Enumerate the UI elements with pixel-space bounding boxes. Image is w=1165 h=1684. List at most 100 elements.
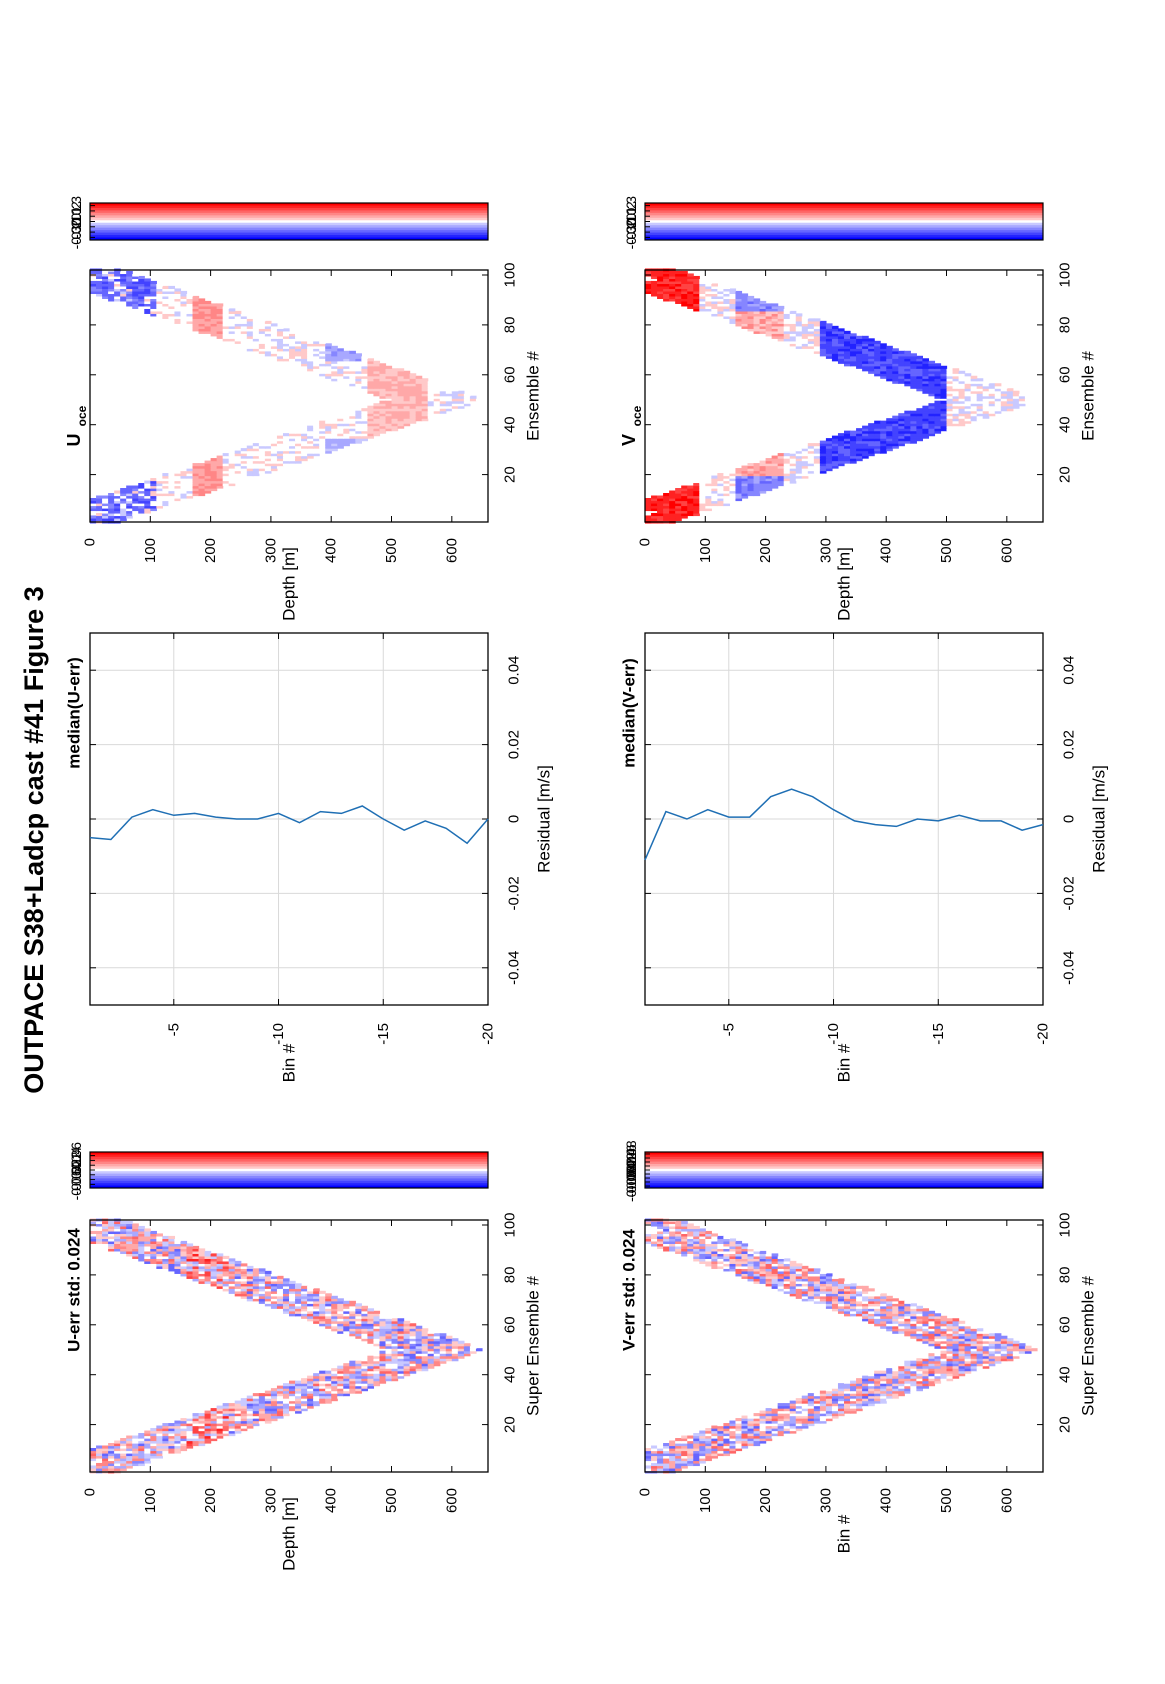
v-err-ensemble-tick-label: 20 [1057, 1416, 1074, 1433]
u-err-depth-tick-label: 400 [323, 1488, 340, 1513]
v-oce-heatmap-cell [675, 488, 682, 491]
v-err-heatmap-cell [934, 1313, 941, 1316]
v-err-depth-tick-label: 600 [998, 1488, 1015, 1513]
u-oce-heatmap-cell [120, 488, 127, 491]
u-oce-colorbar-swatch [90, 223, 488, 226]
v-err-heatmap-cell [904, 1301, 911, 1304]
u-oce-heatmap-cell [398, 368, 405, 371]
u-oce-heatmap-cell [458, 391, 465, 394]
u-oce-heatmap-cell [138, 276, 145, 279]
u-oce-title-subscript: oce [75, 405, 89, 426]
u-oce-heatmap-cell [476, 398, 483, 401]
u-oce-heatmap-cell [410, 373, 417, 376]
u-oce-heatmap-cell [440, 383, 447, 386]
u-err-colorbar-swatch [90, 1164, 488, 1167]
u-err-heatmap-cell [355, 1361, 362, 1364]
u-oce-colorbar-swatch [90, 230, 488, 233]
v-err-heatmap-cell [820, 1271, 827, 1274]
v-err-heatmap-cell [723, 1423, 730, 1426]
u-err-heatmap-cell [385, 1351, 392, 1354]
u-err-heatmap-cell [253, 1393, 260, 1396]
u-err-ensemble-tick-label: 40 [502, 1366, 519, 1383]
u-oce-heatmap-cell [289, 431, 296, 434]
u-oce-heatmap-cell [307, 336, 314, 339]
u-oce-depth-tick-label: 200 [202, 538, 219, 563]
u-oce-heatmap-cell [325, 421, 332, 424]
u-err-heatmap-cell [223, 1403, 230, 1406]
v-err-heatmap-cell [754, 1248, 761, 1251]
v-err-heatmap-cell [784, 1258, 791, 1261]
u-err-ylabel: Depth [m] [280, 1497, 299, 1571]
v-err-heatmap-cell [766, 1408, 773, 1411]
v-err-heatmap-cell [717, 1423, 724, 1426]
u-oce-heatmap-cell [325, 343, 332, 346]
u-oce-heatmap-cell [265, 441, 272, 444]
u-err-xlabel: Super Ensemble # [524, 1276, 543, 1416]
u-err-colorbar-swatch [90, 1176, 488, 1179]
v-err-heatmap-cell [802, 1266, 809, 1269]
v-err-colorbar-swatch [645, 1183, 1043, 1186]
v-err-heatmap-cell [778, 1256, 785, 1259]
u-err-colorbar-swatch [90, 1174, 488, 1177]
u-err-heatmap-cell [434, 1333, 441, 1336]
v-err-heatmap-cell [741, 1416, 748, 1419]
u-err-heatmap-cell [162, 1423, 169, 1426]
v-err-colorbar-swatch [645, 1169, 1043, 1172]
v-err-heatmap-cell [699, 1228, 706, 1231]
u-err-heatmap-cell [102, 1446, 109, 1449]
v-err-colorbar-swatch [645, 1181, 1043, 1184]
v-err-heatmap-cell [910, 1361, 917, 1364]
v-err-heatmap-cell [808, 1268, 815, 1271]
u-oce-heatmap-cell [235, 311, 242, 314]
u-oce-heatmap-cell [416, 376, 423, 379]
u-oce-heatmap-cell [289, 331, 296, 334]
v-oce-heatmap-cell [657, 496, 664, 499]
v-err-heatmap-cell [850, 1283, 857, 1286]
u-oce-heatmap-cell [144, 481, 151, 484]
v-err-heatmap-cell [940, 1316, 947, 1319]
u-err-heatmap-cell [379, 1351, 386, 1354]
v-err-heatmap-cell [663, 1443, 670, 1446]
u-err-ensemble-tick-label: 20 [502, 1416, 519, 1433]
u-oce-heatmap-cell [223, 453, 230, 456]
u-err-heatmap-cell [156, 1233, 163, 1236]
v-err-heatmap-cell [735, 1241, 742, 1244]
u-oce-colorbar-swatch [90, 220, 488, 223]
v-err-heatmap-cell [868, 1288, 875, 1291]
u-oce-heatmap-cell [205, 461, 212, 464]
u-err-heatmap-cell [313, 1373, 320, 1376]
u-err-heatmap-cell [168, 1236, 175, 1239]
u-err-heatmap-cell [174, 1238, 181, 1241]
u-oce-heatmap-cell [373, 403, 380, 406]
u-oce-heatmap-cell [337, 348, 344, 351]
u-oce-heatmap-cell [295, 431, 302, 434]
u-oce-heatmap-cell [379, 363, 386, 366]
v-err-depth-tick-label: 300 [817, 1488, 834, 1513]
v-err-heatmap-cell [651, 1463, 658, 1466]
u-err-heatmap-cell [343, 1363, 350, 1366]
u-err-heatmap-cell [337, 1366, 344, 1369]
v-err-heatmap-cell [711, 1233, 718, 1236]
u-oce-heatmap-cell [385, 401, 392, 404]
v-err-heatmap-cell [1007, 1338, 1014, 1341]
u-oce-heatmap-cell [132, 273, 139, 276]
u-oce-heatmap-cell [277, 326, 284, 329]
u-err-depth-tick-label: 0 [82, 1488, 99, 1496]
v-err-heatmap-cell [904, 1361, 911, 1364]
v-err-heatmap-cell [965, 1323, 972, 1326]
u-err-heatmap-cell [217, 1406, 224, 1409]
v-err-colorbar-swatch [645, 1162, 1043, 1165]
u-oce-heatmap-cell [422, 378, 429, 381]
u-oce-heatmap-cell [313, 338, 320, 341]
u-oce-heatmap-cell [211, 458, 218, 461]
v-err-heatmap-cell [796, 1263, 803, 1266]
u-oce-heatmap-cell [277, 436, 284, 439]
v-oce-heatmap-cell [687, 486, 694, 489]
u-err-heatmap-cell [150, 1428, 157, 1431]
v-err-xlabel: Super Ensemble # [1079, 1276, 1098, 1416]
v-err-ensemble-tick-label: 80 [1057, 1267, 1074, 1284]
u-err-heatmap-cell [108, 1443, 115, 1446]
v-err-depth-tick-label: 100 [697, 1488, 714, 1513]
